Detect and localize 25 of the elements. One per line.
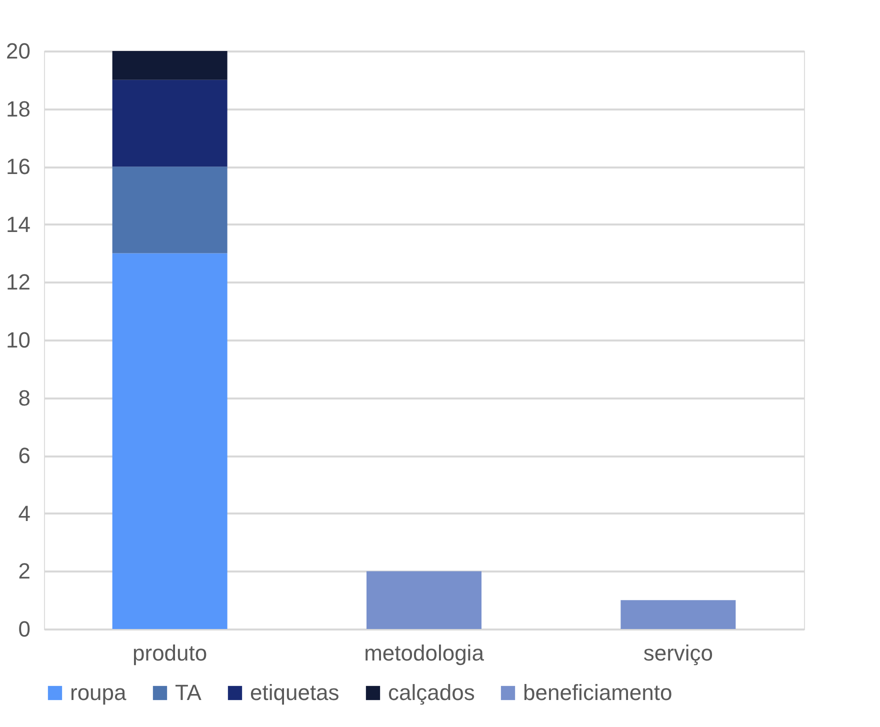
bar — [366, 571, 482, 629]
y-tick-label: 16 — [6, 154, 30, 180]
x-tick-label: metodologia — [364, 640, 485, 666]
y-tick-label: 0 — [18, 616, 30, 642]
y-tick-label: 18 — [6, 96, 30, 122]
bar — [112, 80, 228, 167]
bar — [620, 600, 736, 629]
y-tick-label: 10 — [6, 328, 30, 352]
legend-label: beneficiamento — [523, 680, 672, 705]
y-tick-label: 8 — [18, 385, 30, 410]
y-tick-label: 14 — [6, 212, 30, 237]
bar — [112, 253, 228, 629]
y-tick-label: 20 — [6, 38, 30, 64]
legend-label: etiquetas — [250, 680, 340, 705]
y-tick-label: 12 — [6, 270, 30, 295]
y-tick-label: 4 — [18, 500, 30, 526]
legend-label: calçados — [388, 680, 475, 705]
y-tick-label: 6 — [18, 443, 30, 468]
x-tick-label: produto — [132, 640, 208, 666]
bar — [112, 166, 228, 254]
legend-label: roupa — [70, 680, 128, 705]
legend-label: TA — [175, 680, 202, 705]
x-tick-label: serviço — [643, 640, 714, 666]
y-tick-label: 2 — [18, 558, 30, 584]
bar — [112, 51, 228, 80]
